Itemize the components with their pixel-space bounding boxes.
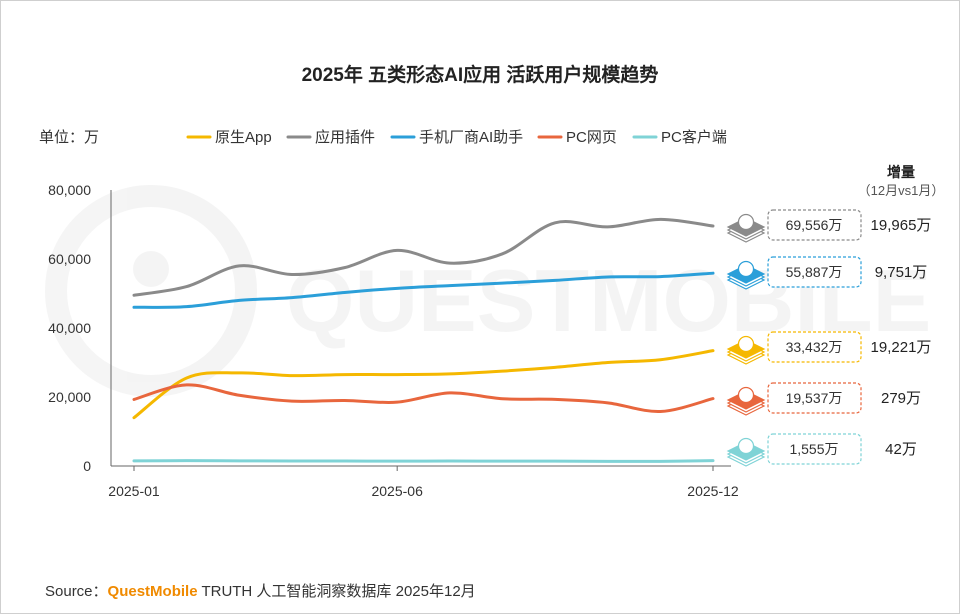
y-ticks: 0 20,000 40,000 60,000 80,000: [48, 182, 91, 474]
increase-header: 增量: [887, 164, 915, 180]
chart-title: 2025年 五类形态AI应用 活跃用户规模趋势: [302, 63, 659, 86]
x-tick-label: 2025-01: [108, 483, 160, 499]
legend-item: 手机厂商AI助手: [390, 129, 523, 146]
value-box: [767, 256, 862, 288]
icon-badge: [737, 335, 755, 353]
watermark-logo-ring: [45, 185, 257, 397]
end-label: 55,887万 9,751万: [726, 256, 928, 290]
legend-item: PC客户端: [632, 129, 727, 146]
y-tick-label: 20,000: [48, 389, 91, 405]
legend-item: 应用插件: [286, 128, 375, 146]
series-line: [132, 217, 715, 297]
increase-label: 9,751万: [875, 264, 928, 281]
increase-label: 19,965万: [871, 217, 932, 234]
x-tick-label: 2025-06: [371, 483, 423, 499]
ai-plugin-icon: [726, 213, 766, 243]
value-label: 1,555万: [789, 441, 838, 457]
increase-subheader: （12月vs1月）: [858, 183, 945, 198]
increase-label: 19,221万: [871, 339, 932, 356]
value-box: [767, 433, 862, 465]
series-line: [132, 349, 715, 420]
series-line: [132, 459, 715, 463]
app-icon: [726, 335, 766, 365]
icon-badge: [737, 437, 755, 455]
end-labels: 69,556万 19,965万 55,887万 9,751万 33,432万 19,221…: [726, 209, 932, 467]
value-box: [767, 331, 862, 363]
x-ticks: 2025-01 2025-06 2025-12: [108, 466, 739, 499]
end-label: 33,432万 19,221万: [726, 331, 932, 365]
legend-item: PC网页: [537, 129, 617, 146]
y-tick-label: 80,000: [48, 182, 91, 198]
legend-label: PC客户端: [661, 129, 727, 146]
source-line: Source：QuestMobile TRUTH 人工智能洞察数据库 2025年…: [45, 582, 476, 600]
legend-label: PC网页: [566, 129, 617, 146]
legend-item: 原生App: [186, 129, 272, 146]
y-tick-label: 60,000: [48, 251, 91, 267]
y-tick-label: 40,000: [48, 320, 91, 336]
icon-badge: [737, 260, 755, 278]
end-label: 1,555万 42万: [726, 433, 917, 467]
end-label: 19,537万 279万: [726, 382, 921, 416]
increase-label: 42万: [885, 441, 917, 458]
unit-label: 单位：万: [39, 129, 99, 146]
y-tick-label: 0: [83, 458, 91, 474]
value-label: 33,432万: [786, 339, 843, 355]
monitor-icon: [726, 386, 766, 416]
legend-label: 原生App: [215, 129, 272, 146]
legend-label: 手机厂商AI助手: [419, 129, 523, 146]
end-label: 69,556万 19,965万: [726, 209, 932, 243]
series-line: [132, 383, 715, 413]
icon-badge: [737, 386, 755, 404]
icon-badge: [737, 213, 755, 231]
watermark-logo-dot: [133, 251, 169, 287]
source-prefix: Source：: [45, 583, 108, 600]
series-line: [132, 271, 715, 309]
phone-icon: [726, 260, 766, 290]
value-label: 69,556万: [786, 217, 843, 233]
source-brand: QuestMobile: [108, 583, 198, 600]
value-label: 55,887万: [786, 264, 843, 280]
legend-label: 应用插件: [315, 128, 375, 146]
increase-label: 279万: [881, 390, 921, 407]
value-box: [767, 209, 862, 241]
desktop-client-icon: [726, 437, 766, 467]
value-label: 19,537万: [786, 390, 843, 406]
value-box: [767, 382, 862, 414]
series-lines: [132, 217, 715, 463]
x-tick-label: 2025-12: [687, 483, 739, 499]
source-rest: TRUTH 人工智能洞察数据库 2025年12月: [198, 582, 476, 600]
legend: 原生App 应用插件 手机厂商AI助手 PC网页 PC客户端: [186, 128, 727, 146]
